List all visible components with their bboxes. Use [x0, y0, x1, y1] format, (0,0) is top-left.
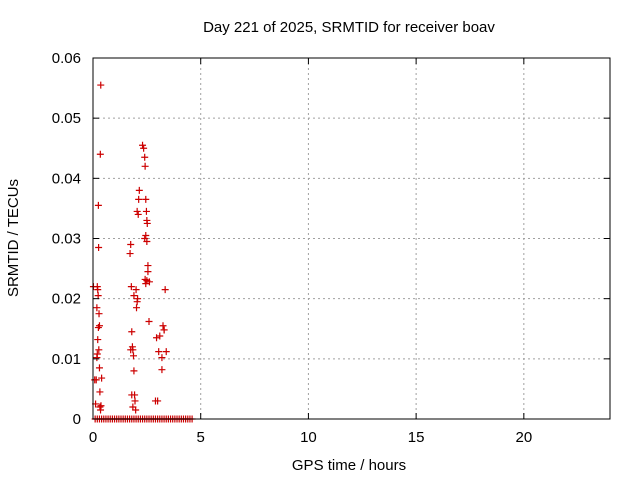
- x-tick-label: 0: [89, 429, 97, 446]
- data-point: [159, 322, 167, 330]
- data-point: [153, 334, 161, 342]
- data-point: [145, 318, 153, 326]
- data-point: [131, 397, 139, 405]
- data-point: [160, 326, 168, 334]
- chart-title: Day 221 of 2025, SRMTID for receiver boa…: [203, 19, 495, 36]
- x-axis-label: GPS time / hours: [292, 457, 406, 474]
- data-point: [133, 207, 141, 215]
- data-points: [89, 81, 196, 423]
- data-point: [140, 144, 148, 152]
- data-point: [154, 397, 162, 405]
- data-point: [158, 354, 166, 362]
- data-point: [129, 403, 137, 411]
- data-point: [143, 238, 151, 246]
- data-point: [92, 376, 100, 384]
- data-point: [130, 292, 138, 300]
- data-point: [141, 162, 149, 170]
- data-point: [95, 364, 103, 372]
- y-tick-label: 0.03: [52, 231, 81, 248]
- y-tick-label: 0.06: [52, 50, 81, 67]
- grid: [93, 58, 610, 419]
- data-point: [142, 231, 150, 239]
- plot-frame: [92, 57, 611, 420]
- data-point: [93, 350, 101, 358]
- data-point: [142, 280, 150, 288]
- data-point: [161, 286, 169, 294]
- data-point: [127, 241, 135, 249]
- data-point: [97, 81, 105, 89]
- data-point: [142, 207, 150, 215]
- y-tick-label: 0: [73, 411, 81, 428]
- y-tick-label: 0.05: [52, 110, 81, 127]
- data-point: [95, 310, 103, 318]
- data-point: [93, 304, 101, 312]
- data-point: [95, 346, 103, 354]
- data-point: [96, 388, 104, 396]
- data-point: [145, 278, 153, 286]
- data-point: [144, 268, 152, 276]
- data-point: [156, 332, 164, 340]
- x-tick-label: 5: [197, 429, 205, 446]
- data-point: [155, 348, 163, 356]
- data-point: [135, 186, 143, 194]
- data-point: [158, 366, 166, 374]
- data-point: [130, 367, 138, 375]
- data-point: [132, 286, 140, 294]
- data-point: [134, 295, 142, 303]
- data-point: [162, 348, 170, 356]
- data-point: [127, 283, 135, 291]
- data-point: [127, 346, 135, 354]
- data-point: [126, 250, 134, 258]
- data-point: [94, 292, 102, 300]
- axis-ticks: 0 0.01 0.02 0.03 0.04 0.05 0.06 0 5 10 15 20: [52, 50, 610, 446]
- data-point: [96, 150, 104, 158]
- data-point: [128, 391, 136, 399]
- y-tick-label: 0.01: [52, 351, 81, 368]
- data-point: [94, 286, 102, 294]
- data-point: [129, 352, 137, 360]
- y-axis-label: SRMTID / TECUs: [5, 179, 22, 297]
- data-point: [94, 324, 102, 332]
- data-point: [134, 210, 142, 218]
- data-point: [128, 328, 136, 336]
- data-point: [94, 201, 102, 209]
- y-tick-label: 0.04: [52, 170, 81, 187]
- x-tick-label: 10: [300, 429, 317, 446]
- data-point: [96, 403, 104, 411]
- data-point: [142, 195, 150, 203]
- data-point: [135, 195, 143, 203]
- data-point: [97, 402, 105, 410]
- data-point: [144, 262, 152, 270]
- x-tick-label: 15: [408, 429, 425, 446]
- data-point: [141, 153, 149, 161]
- data-point: [95, 244, 103, 252]
- data-point: [94, 336, 102, 344]
- data-point: [141, 275, 149, 283]
- data-point: [98, 374, 106, 382]
- data-point: [95, 322, 103, 330]
- data-point: [143, 219, 151, 227]
- y-tick-label: 0.02: [52, 291, 81, 308]
- x-tick-label: 20: [515, 429, 532, 446]
- data-point: [133, 304, 141, 312]
- data-point: [139, 141, 147, 149]
